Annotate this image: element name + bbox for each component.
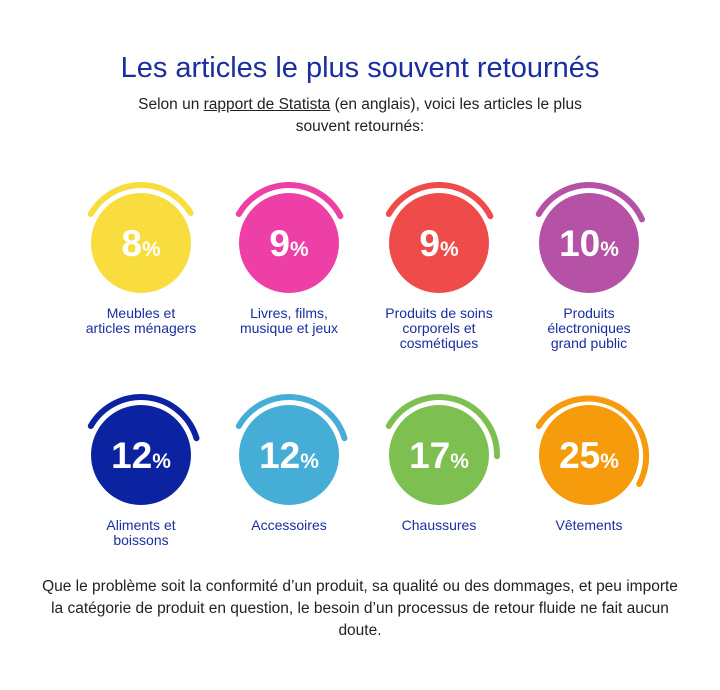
progress-arc [535,395,650,487]
value-circle [539,193,639,293]
statista-report-link[interactable]: rapport de Statista [203,96,331,113]
value-label: 12% [259,435,319,476]
subtitle-text-after: (en anglais), voici les articles le plus… [295,96,582,135]
category-item: 8% Meubles et articles ménagers [86,182,197,336]
progress-arc [385,182,494,220]
category-item: 9% Livres, films, musique et jeux [235,182,344,336]
category-item: 10% Produits électroniques grand public [535,182,645,351]
value-label: 25% [559,435,619,476]
category-item: 17% Chaussures [385,394,501,533]
category-label: Chaussures [402,517,477,533]
category-label: Livres, films, musique et jeux [240,305,338,336]
page-title: Les articles le plus souvent retournés [120,52,600,84]
value-label: 17% [409,435,469,476]
value-label: 9% [419,223,459,264]
category-item: 12% Accessoires [235,394,348,533]
progress-arc [535,182,645,223]
category-item: 9% Produits de soins corporels et cosmétiqu… [385,182,494,351]
category-item: 12% Aliments et boissons [87,394,200,548]
progress-arc [235,394,348,442]
category-label: Meubles et articles ménagers [86,305,197,336]
value-circle [539,405,639,505]
value-circle [239,405,339,505]
value-label: 10% [559,223,619,264]
progress-arc [235,182,344,220]
subtitle-text-before: Selon un [138,96,204,113]
progress-arc [87,394,200,442]
value-label: 12% [111,435,171,476]
page-subtitle: Selon un rapport de Statista (en anglais… [110,94,610,138]
value-circle [389,193,489,293]
value-circle [239,193,339,293]
category-label: Produits de soins corporels et cosmétiques [385,305,492,351]
value-circle [91,193,191,293]
value-circle [91,405,191,505]
footer-text: Que le problème soit la conformité d’un … [42,578,678,639]
value-label: 8% [121,223,161,264]
progress-arc [385,394,501,460]
value-label: 9% [269,223,309,264]
category-item: 25% Vêtements [535,395,650,533]
value-circle [389,405,489,505]
progress-arc [87,182,194,217]
category-label: Vêtements [556,517,623,533]
category-label: Accessoires [251,517,326,533]
category-label: Aliments et boissons [106,517,175,548]
category-label: Produits électroniques grand public [547,305,630,351]
